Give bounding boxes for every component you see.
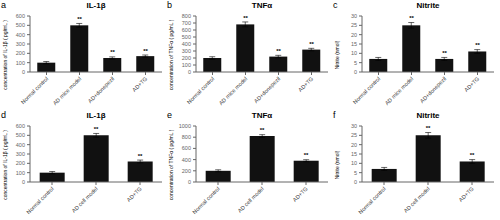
svg-text:Normal control: Normal control bbox=[20, 76, 50, 106]
html-text:Nitrite (nmol): Nitrite (nmol) bbox=[334, 150, 340, 180]
html-text:TNFα: TNFα bbox=[251, 1, 273, 10]
svg-text:AD cell model: AD cell model bbox=[237, 186, 265, 214]
svg-text:20: 20 bbox=[351, 142, 357, 148]
svg-text:25: 25 bbox=[351, 132, 357, 138]
html-text:concentration of TNFα ( pg/mL: concentration of TNFα ( pg/mL ) bbox=[168, 19, 174, 91]
svg-text:15: 15 bbox=[351, 151, 357, 157]
svg-text:500: 500 bbox=[16, 22, 25, 28]
svg-text:15: 15 bbox=[351, 41, 357, 47]
svg-text:AD mice model: AD mice model bbox=[52, 76, 83, 107]
html-text:IL-1β: IL-1β bbox=[86, 111, 106, 120]
svg-text:500: 500 bbox=[16, 132, 25, 138]
svg-text:AD+TG: AD+TG bbox=[126, 186, 143, 203]
svg-text:5: 5 bbox=[354, 170, 357, 176]
svg-text:**: ** bbox=[143, 48, 148, 54]
svg-text:AD+donepezil: AD+donepezil bbox=[419, 76, 448, 105]
svg-text:AD+donepezil: AD+donepezil bbox=[253, 76, 282, 105]
svg-text:20: 20 bbox=[351, 32, 357, 38]
svg-text:30: 30 bbox=[351, 123, 357, 129]
svg-text:Normal control: Normal control bbox=[191, 186, 221, 216]
html-text:d: d bbox=[1, 110, 6, 120]
svg-text:Normal control: Normal control bbox=[352, 76, 382, 106]
svg-text:1000: 1000 bbox=[179, 123, 191, 129]
svg-text:300: 300 bbox=[16, 151, 25, 157]
svg-text:600: 600 bbox=[16, 13, 25, 19]
svg-text:AD mice model: AD mice model bbox=[384, 76, 415, 107]
html-text:a: a bbox=[1, 0, 6, 10]
html-text:concentration of IL-1β ( pg/mL: concentration of IL-1β ( pg/mL ) bbox=[2, 130, 8, 200]
svg-text:Normal control: Normal control bbox=[25, 186, 55, 216]
svg-text:200: 200 bbox=[16, 160, 25, 166]
svg-text:Normal control: Normal control bbox=[357, 186, 387, 216]
svg-text:**: ** bbox=[138, 153, 143, 159]
svg-text:30: 30 bbox=[351, 13, 357, 19]
svg-text:300: 300 bbox=[182, 48, 191, 54]
svg-text:300: 300 bbox=[16, 41, 25, 47]
svg-text:Normal control: Normal control bbox=[186, 76, 216, 106]
svg-text:10: 10 bbox=[351, 160, 357, 166]
svg-text:AD mice model: AD mice model bbox=[218, 76, 249, 107]
html-text:Nitrite (nmol): Nitrite (nmol) bbox=[334, 40, 340, 70]
svg-text:AD+TG: AD+TG bbox=[463, 76, 480, 93]
svg-text:800: 800 bbox=[182, 13, 191, 19]
html-text:concentration of IL-1β ( pg/mL: concentration of IL-1β ( pg/mL ) bbox=[2, 20, 8, 90]
svg-text:600: 600 bbox=[182, 27, 191, 33]
svg-text:200: 200 bbox=[16, 50, 25, 56]
svg-text:0: 0 bbox=[22, 179, 25, 185]
svg-text:600: 600 bbox=[182, 145, 191, 151]
svg-text:400: 400 bbox=[16, 32, 25, 38]
svg-text:800: 800 bbox=[182, 134, 191, 140]
svg-text:AD+TG: AD+TG bbox=[131, 76, 148, 93]
svg-text:AD+donepezil: AD+donepezil bbox=[87, 76, 116, 105]
svg-text:AD+TG: AD+TG bbox=[297, 76, 314, 93]
svg-text:**: ** bbox=[409, 15, 414, 21]
svg-text:**: ** bbox=[309, 41, 314, 47]
html-text:c: c bbox=[333, 0, 338, 10]
svg-text:400: 400 bbox=[16, 142, 25, 148]
html-text:e: e bbox=[167, 110, 172, 120]
svg-text:**: ** bbox=[260, 127, 265, 133]
svg-text:25: 25 bbox=[351, 22, 357, 28]
html-text:concentration of TNFα ( pg/mL: concentration of TNFα ( pg/mL ) bbox=[168, 129, 174, 201]
svg-text:**: ** bbox=[110, 49, 115, 55]
svg-text:AD+TG: AD+TG bbox=[292, 186, 309, 203]
svg-text:10: 10 bbox=[351, 50, 357, 56]
svg-text:0: 0 bbox=[22, 69, 25, 75]
svg-text:AD cell model: AD cell model bbox=[71, 186, 99, 214]
svg-text:100: 100 bbox=[16, 60, 25, 66]
svg-text:AD cell model: AD cell model bbox=[403, 186, 431, 214]
svg-text:**: ** bbox=[77, 16, 82, 22]
svg-text:200: 200 bbox=[182, 168, 191, 174]
html-text:IL-1β: IL-1β bbox=[86, 1, 106, 10]
svg-text:400: 400 bbox=[182, 41, 191, 47]
svg-text:AD+TG: AD+TG bbox=[458, 186, 475, 203]
svg-text:200: 200 bbox=[182, 55, 191, 61]
svg-text:**: ** bbox=[475, 42, 480, 48]
svg-text:**: ** bbox=[304, 152, 309, 158]
html-text:Nitrite: Nitrite bbox=[416, 1, 440, 10]
svg-text:0: 0 bbox=[188, 179, 191, 185]
svg-text:**: ** bbox=[442, 50, 447, 56]
html-text:f: f bbox=[333, 110, 336, 120]
svg-text:0: 0 bbox=[354, 179, 357, 185]
svg-text:**: ** bbox=[470, 152, 475, 158]
svg-text:**: ** bbox=[276, 48, 281, 54]
svg-text:**: ** bbox=[243, 15, 248, 21]
html-text:TNFα: TNFα bbox=[251, 111, 273, 120]
svg-text:400: 400 bbox=[182, 157, 191, 163]
svg-text:**: ** bbox=[426, 125, 431, 131]
svg-text:5: 5 bbox=[354, 60, 357, 66]
svg-text:600: 600 bbox=[16, 123, 25, 129]
html-text:Nitrite: Nitrite bbox=[416, 111, 440, 120]
svg-text:0: 0 bbox=[188, 69, 191, 75]
svg-text:100: 100 bbox=[16, 170, 25, 176]
svg-text:**: ** bbox=[94, 126, 99, 132]
svg-text:700: 700 bbox=[182, 20, 191, 26]
svg-text:0: 0 bbox=[354, 69, 357, 75]
html-text:b: b bbox=[167, 0, 172, 10]
svg-text:100: 100 bbox=[182, 62, 191, 68]
svg-text:500: 500 bbox=[182, 34, 191, 40]
